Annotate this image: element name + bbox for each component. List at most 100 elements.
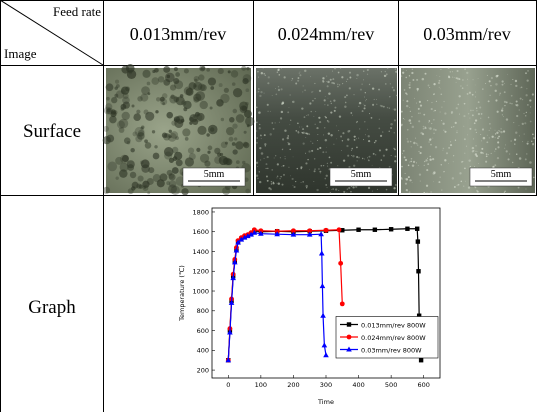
texture-dot xyxy=(450,71,451,72)
texture-dot xyxy=(342,140,343,141)
texture-dot xyxy=(417,90,418,91)
texture-dot xyxy=(365,92,366,93)
texture-dot xyxy=(219,83,223,87)
texture-dot xyxy=(410,111,411,112)
texture-dot xyxy=(301,182,302,183)
texture-dot xyxy=(442,123,444,125)
texture-dot xyxy=(489,80,491,82)
texture-dot xyxy=(522,141,523,142)
texture-dot xyxy=(272,95,273,96)
texture-dot xyxy=(314,124,315,125)
texture-dot xyxy=(480,118,481,119)
texture-dot xyxy=(122,96,130,104)
texture-dot xyxy=(497,141,499,143)
y-tick-label: 200 xyxy=(197,366,209,374)
texture-dot xyxy=(423,128,425,130)
texture-dot xyxy=(306,133,308,135)
texture-dot xyxy=(408,84,410,86)
texture-dot xyxy=(352,155,354,157)
texture-dot xyxy=(406,189,408,191)
texture-dot xyxy=(138,175,144,181)
texture-dot xyxy=(264,93,265,94)
texture-dot xyxy=(280,176,282,178)
texture-dot xyxy=(500,131,502,133)
marker xyxy=(320,313,326,318)
texture-dot xyxy=(174,67,178,71)
texture-dot xyxy=(465,181,466,182)
texture-dot xyxy=(423,192,425,194)
texture-dot xyxy=(434,172,436,174)
texture-dot xyxy=(455,140,456,141)
texture-dot xyxy=(277,71,279,73)
texture-dot xyxy=(345,102,347,104)
texture-dot xyxy=(403,150,405,152)
texture-dot xyxy=(273,182,274,183)
texture-dot xyxy=(267,82,269,84)
texture-dot xyxy=(433,133,434,134)
texture-dot xyxy=(393,89,395,91)
texture-dot xyxy=(366,99,367,100)
texture-dot xyxy=(330,192,332,194)
texture-dot xyxy=(486,153,488,155)
texture-dot xyxy=(351,155,352,156)
texture-dot xyxy=(299,73,300,74)
marker xyxy=(337,227,342,232)
texture-dot xyxy=(502,114,503,115)
texture-dot xyxy=(412,164,414,166)
texture-dot xyxy=(520,87,521,88)
texture-dot xyxy=(362,84,363,85)
texture-dot xyxy=(127,141,131,145)
texture-dot xyxy=(367,74,368,75)
texture-dot xyxy=(515,80,517,82)
texture-dot xyxy=(295,181,296,182)
texture-dot xyxy=(284,76,286,78)
texture-dot xyxy=(422,78,425,81)
texture-dot xyxy=(288,107,289,108)
texture-dot xyxy=(347,155,349,157)
texture-dot xyxy=(429,87,430,88)
texture-dot xyxy=(196,148,200,152)
texture-dot xyxy=(499,93,501,95)
texture-dot xyxy=(374,99,375,100)
texture-dot xyxy=(412,79,414,81)
texture-dot xyxy=(409,75,410,76)
texture-dot xyxy=(281,166,282,167)
texture-dot xyxy=(195,91,205,101)
texture-dot xyxy=(487,75,488,76)
texture-dot xyxy=(529,161,532,164)
texture-dot xyxy=(267,156,269,158)
texture-dot xyxy=(504,192,505,193)
texture-dot xyxy=(242,78,248,84)
texture-dot xyxy=(261,72,263,74)
texture-dot xyxy=(302,128,304,130)
texture-dot xyxy=(401,166,403,168)
texture-dot xyxy=(410,122,412,124)
texture-dot xyxy=(494,151,495,152)
texture-dot xyxy=(153,153,160,160)
texture-dot xyxy=(502,80,504,82)
texture-dot xyxy=(103,136,111,144)
texture-dot xyxy=(166,112,173,119)
texture-dot xyxy=(451,111,453,113)
texture-dot xyxy=(347,188,348,189)
texture-dot xyxy=(462,79,463,80)
texture-dot xyxy=(107,109,111,113)
texture-dot xyxy=(468,159,470,161)
texture-dot xyxy=(338,130,339,131)
texture-dot xyxy=(266,176,268,178)
texture-dot xyxy=(367,129,368,130)
texture-dot xyxy=(344,106,346,108)
texture-dot xyxy=(433,94,434,95)
texture-dot xyxy=(497,75,499,77)
texture-dot xyxy=(327,104,328,105)
texture-dot xyxy=(301,126,302,127)
texture-dot xyxy=(147,191,150,194)
texture-dot xyxy=(475,187,477,189)
texture-dot xyxy=(305,137,306,138)
texture-dot xyxy=(275,155,276,156)
texture-dot xyxy=(267,180,269,182)
texture-dot xyxy=(327,187,328,188)
texture-dot xyxy=(285,156,286,157)
texture-dot xyxy=(260,135,261,136)
texture-dot xyxy=(332,188,334,190)
